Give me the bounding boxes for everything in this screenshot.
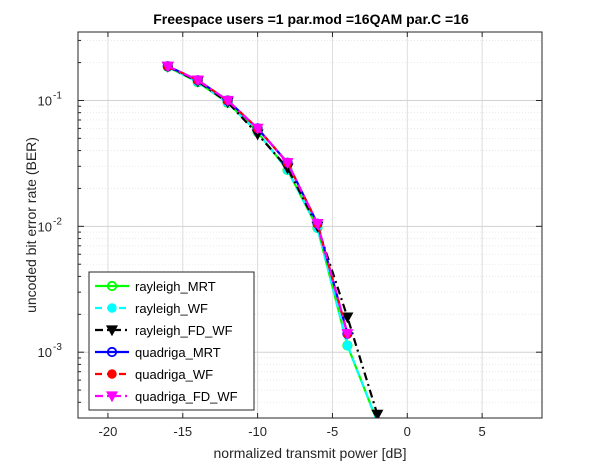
y-tick-exponent: -1 bbox=[53, 90, 62, 101]
data-point bbox=[311, 219, 324, 230]
data-point bbox=[106, 280, 118, 292]
legend-label: quadriga_FD_WF bbox=[135, 389, 238, 404]
y-tick-exponent: -3 bbox=[53, 342, 62, 353]
data-point bbox=[191, 75, 204, 87]
data-point bbox=[251, 123, 264, 135]
legend-entry: rayleigh_FD_WF bbox=[95, 323, 233, 338]
grid bbox=[78, 32, 542, 419]
legend-label: quadriga_WF bbox=[135, 367, 213, 382]
legend-entry: rayleigh_MRT bbox=[95, 279, 216, 294]
legend-label: rayleigh_MRT bbox=[135, 279, 216, 294]
x-tick-label: -20 bbox=[99, 424, 118, 439]
x-tick-label: -15 bbox=[173, 424, 192, 439]
data-point bbox=[106, 346, 118, 358]
data-point bbox=[371, 409, 384, 418]
x-tick-label: -10 bbox=[248, 424, 267, 439]
data-point bbox=[281, 158, 294, 169]
y-axis-label: uncoded bit error rate (BER) bbox=[23, 137, 39, 313]
data-point bbox=[342, 340, 353, 351]
data-point bbox=[105, 325, 119, 337]
y-tick-base: 10 bbox=[38, 345, 52, 360]
series-quadriga_FD_WF bbox=[161, 61, 354, 341]
legend-entry: quadriga_FD_WF bbox=[95, 389, 238, 404]
y-tick-exponent: -2 bbox=[53, 216, 62, 227]
x-tick-label: 5 bbox=[479, 424, 486, 439]
y-tick-base: 10 bbox=[38, 219, 52, 234]
axes-ticks: -20 -15 -10 -5 0 510-310-210-1 bbox=[38, 32, 542, 439]
y-tick-label: 10 bbox=[38, 219, 52, 234]
y-tick-base: 10 bbox=[38, 93, 52, 108]
legend-entry: quadriga_WF bbox=[95, 367, 213, 382]
legend-label: rayleigh_WF bbox=[135, 301, 208, 316]
x-tick-label: -5 bbox=[327, 424, 339, 439]
legend-entry: quadriga_MRT bbox=[95, 345, 221, 360]
data-point bbox=[105, 391, 119, 403]
legend-entry: rayleigh_WF bbox=[95, 301, 208, 316]
x-axis-label: normalized transmit power [dB] bbox=[214, 445, 407, 461]
legend-label: rayleigh_FD_WF bbox=[135, 323, 233, 338]
data-point bbox=[221, 95, 234, 107]
data-point bbox=[161, 61, 174, 73]
legend: rayleigh_MRT rayleigh_WF rayleigh_FD_WFqua… bbox=[88, 271, 255, 411]
legend-box bbox=[88, 271, 255, 411]
data-point bbox=[107, 369, 117, 379]
y-tick-label: 10 bbox=[38, 93, 52, 108]
legend-label: quadriga_MRT bbox=[135, 345, 221, 360]
series-layer bbox=[161, 61, 384, 418]
data-point bbox=[107, 303, 117, 313]
data-point bbox=[341, 329, 354, 341]
plot-frame bbox=[77, 31, 543, 419]
x-tick-label: 0 bbox=[404, 424, 411, 439]
chart-title: Freespace users =1 par.mod =16QAM par.C … bbox=[153, 11, 469, 27]
y-tick-label: 10 bbox=[38, 345, 52, 360]
data-point bbox=[341, 312, 354, 324]
